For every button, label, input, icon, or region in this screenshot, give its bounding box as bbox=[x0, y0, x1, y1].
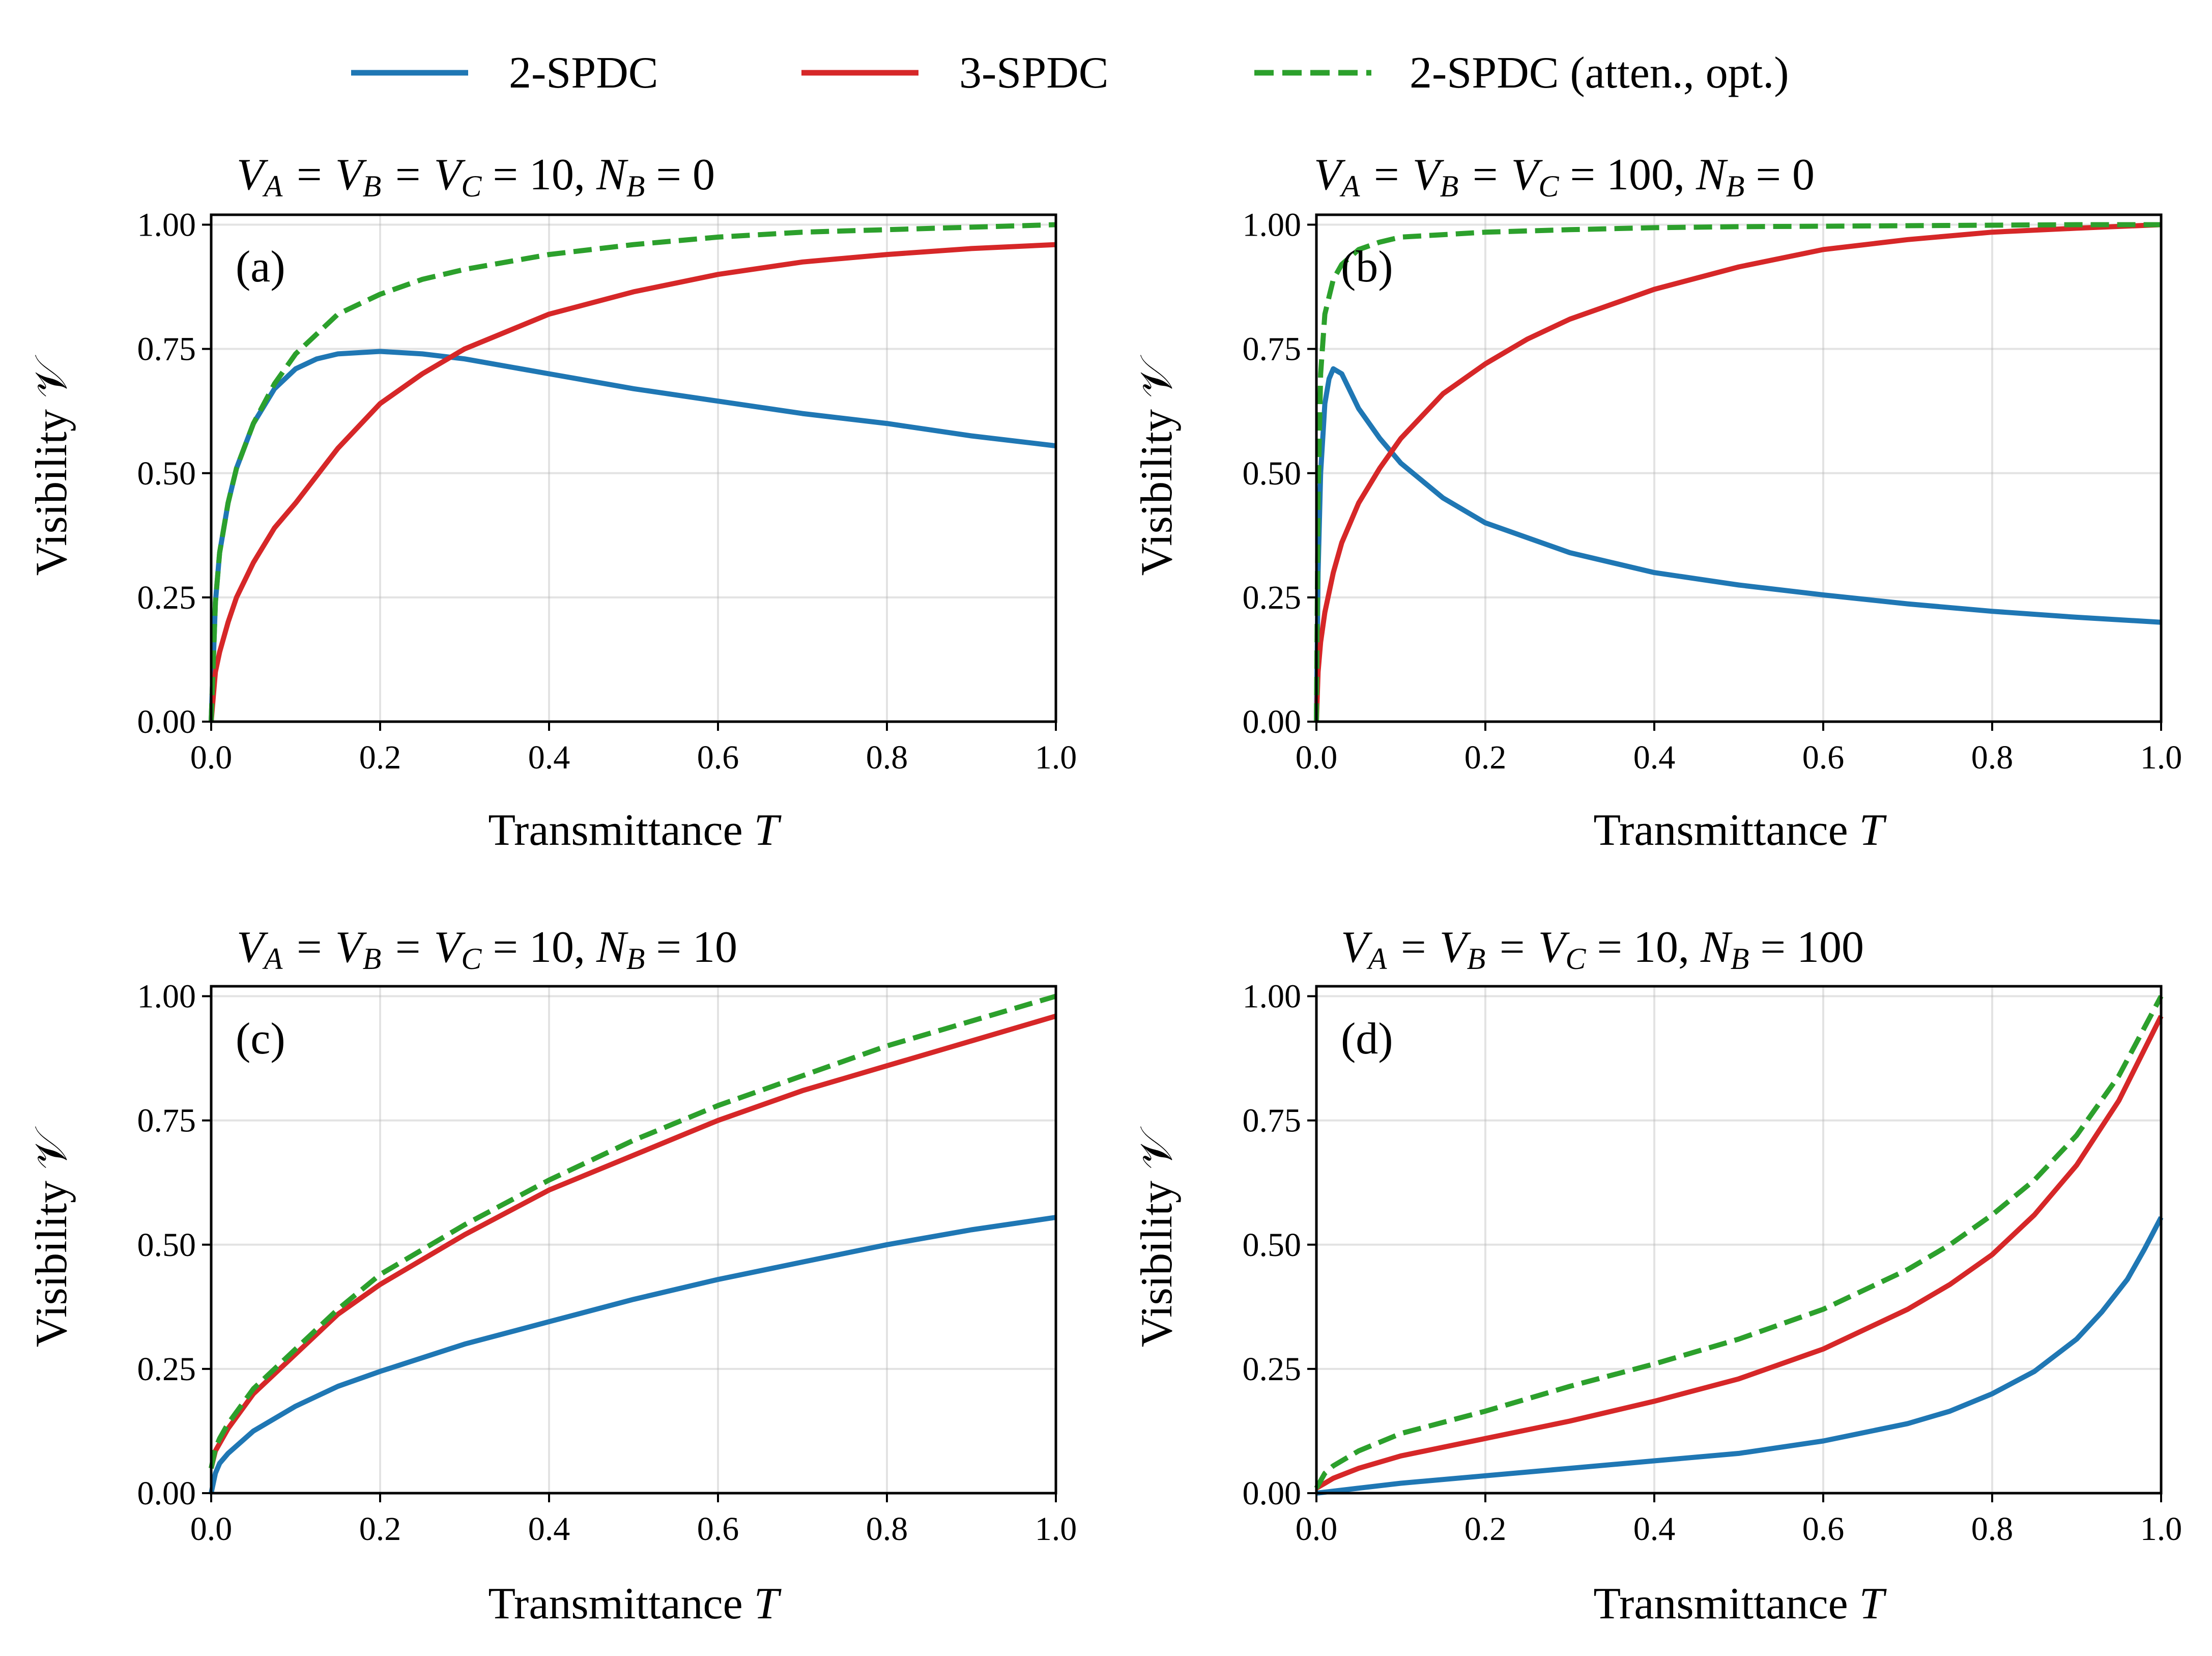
series-2-spdc-atten-opt bbox=[209, 222, 1056, 722]
panel-a-ticks: 0.0 0.2 0.4 0.6 0.8 1.0 0.00 0.25 0.50 0.75 1.00 bbox=[137, 207, 1077, 776]
y-tick-label: 0.25 bbox=[137, 1351, 196, 1388]
panel-b: VA = VB = VC = 100, NB = 0 0.0 0.2 0.4 0.6 0… bbox=[1132, 150, 2182, 855]
x-tick-label: 0.2 bbox=[1464, 1510, 1507, 1548]
y-tick-label: 0.25 bbox=[1243, 1351, 1302, 1388]
panel-a-frame bbox=[210, 213, 1057, 723]
x-tick-label: 0.6 bbox=[1802, 739, 1845, 776]
panel-b-label: (b) bbox=[1341, 242, 1393, 292]
panel-d-ticks: 0.0 0.2 0.4 0.6 0.8 1.0 0.00 0.25 0.50 0.75 1.00 bbox=[1243, 978, 2182, 1548]
panel-a: VA = VB = VC = 10, NB = 0 0.0 0.2 0.4 0.6 0.… bbox=[27, 150, 1077, 855]
series-3-spdc bbox=[209, 242, 1056, 722]
panel-a-series bbox=[209, 222, 1056, 722]
series-2-spdc-atten-opt bbox=[1314, 995, 2164, 1490]
y-tick-label: 0.00 bbox=[1243, 1475, 1302, 1512]
x-tick-label: 1.0 bbox=[1035, 1510, 1077, 1548]
x-tick-label: 0.8 bbox=[866, 739, 908, 776]
legend-label-2spdc-atten: 2-SPDC (atten., opt.) bbox=[1410, 48, 1789, 98]
x-tick-label: 0.0 bbox=[190, 1510, 233, 1548]
series-2-spdc-atten-opt bbox=[209, 993, 1057, 1469]
panel-b-grid bbox=[1315, 215, 2162, 723]
y-tick-label: 0.75 bbox=[137, 1102, 196, 1139]
panel-d: VA = VB = VC = 10, NB = 100 0.0 0.2 0.4 0.6… bbox=[1132, 923, 2182, 1629]
panel-d-xlabel: Transmittance T bbox=[1593, 1579, 1887, 1629]
panel-d-frame bbox=[1315, 985, 2163, 1495]
panel-d-grid bbox=[1315, 986, 2162, 1494]
panel-c-frame bbox=[210, 985, 1057, 1495]
y-tick-label: 1.00 bbox=[137, 207, 196, 244]
series-2-spdc bbox=[209, 349, 1056, 722]
panel-c-ticks: 0.0 0.2 0.4 0.6 0.8 1.0 0.00 0.25 0.50 0.75 1.00 bbox=[137, 978, 1077, 1548]
panel-c-label: (c) bbox=[236, 1014, 285, 1064]
y-tick-label: 1.00 bbox=[1243, 978, 1302, 1015]
series-2-spdc-atten-opt bbox=[1314, 222, 2161, 722]
panel-c: VA = VB = VC = 10, NB = 10 0.0 0.2 0.4 0.6 0… bbox=[27, 923, 1077, 1629]
series-3-spdc bbox=[1314, 222, 2162, 722]
panel-b-title: VA = VB = VC = 100, NB = 0 bbox=[1314, 150, 1815, 203]
x-tick-label: 0.0 bbox=[1296, 739, 1338, 776]
x-tick-label: 0.0 bbox=[1296, 1510, 1338, 1548]
panel-a-xlabel: Transmittance T bbox=[488, 806, 782, 855]
x-tick-label: 1.0 bbox=[2140, 1510, 2182, 1548]
x-tick-label: 0.2 bbox=[359, 739, 401, 776]
series-3-spdc bbox=[1315, 1015, 2164, 1491]
x-tick-label: 0.4 bbox=[1633, 739, 1676, 776]
y-tick-label: 0.50 bbox=[137, 455, 196, 492]
panel-c-title: VA = VB = VC = 10, NB = 10 bbox=[237, 923, 737, 976]
panel-c-series bbox=[209, 993, 1057, 1494]
panel-d-title: VA = VB = VC = 10, NB = 100 bbox=[1341, 923, 1864, 976]
panel-b-ticks: 0.0 0.2 0.4 0.6 0.8 1.0 0.00 0.25 0.50 0.75 1.00 bbox=[1243, 207, 2182, 776]
y-tick-label: 1.00 bbox=[137, 978, 196, 1015]
y-tick-label: 0.00 bbox=[137, 1475, 196, 1512]
panel-d-ylabel: Visibility 𝒱 bbox=[1132, 1126, 1182, 1347]
panel-b-ylabel: Visibility 𝒱 bbox=[1132, 355, 1182, 576]
series-2-spdc bbox=[1316, 1216, 2164, 1496]
panel-b-frame bbox=[1315, 213, 2163, 723]
panel-b-xlabel: Transmittance T bbox=[1593, 806, 1887, 855]
y-tick-label: 0.75 bbox=[137, 331, 196, 368]
y-tick-label: 0.75 bbox=[1243, 1102, 1302, 1139]
x-tick-label: 0.8 bbox=[1971, 1510, 2014, 1548]
panel-b-series bbox=[1314, 222, 2162, 722]
legend-label-2spdc: 2-SPDC bbox=[509, 48, 658, 98]
series-2-spdc bbox=[209, 1215, 1056, 1494]
x-tick-label: 0.2 bbox=[1464, 739, 1507, 776]
x-tick-label: 0.4 bbox=[1633, 1510, 1676, 1548]
x-tick-label: 0.6 bbox=[1802, 1510, 1845, 1548]
x-tick-label: 1.0 bbox=[1035, 739, 1077, 776]
y-tick-label: 0.50 bbox=[1243, 1226, 1302, 1264]
panel-d-series bbox=[1314, 995, 2164, 1496]
y-tick-label: 0.50 bbox=[137, 1226, 196, 1264]
panel-a-grid bbox=[210, 215, 1057, 723]
x-tick-label: 0.4 bbox=[528, 1510, 570, 1548]
y-tick-label: 0.50 bbox=[1243, 455, 1302, 492]
y-tick-label: 1.00 bbox=[1243, 207, 1302, 244]
y-tick-label: 0.25 bbox=[1243, 579, 1302, 616]
x-tick-label: 0.4 bbox=[528, 739, 570, 776]
panel-d-label: (d) bbox=[1341, 1014, 1393, 1064]
x-tick-label: 1.0 bbox=[2140, 739, 2182, 776]
legend-label-3spdc: 3-SPDC bbox=[959, 48, 1108, 98]
panel-c-ylabel: Visibility 𝒱 bbox=[27, 1126, 76, 1347]
panel-c-xlabel: Transmittance T bbox=[488, 1579, 782, 1629]
y-tick-label: 0.25 bbox=[137, 579, 196, 616]
x-tick-label: 0.2 bbox=[359, 1510, 401, 1548]
legend: 2-SPDC 3-SPDC 2-SPDC (atten., opt.) bbox=[351, 48, 1789, 98]
x-tick-label: 0.0 bbox=[190, 739, 233, 776]
panel-a-ylabel: Visibility 𝒱 bbox=[27, 355, 76, 576]
series-2-spdc bbox=[1314, 366, 2162, 722]
x-tick-label: 0.8 bbox=[1971, 739, 2014, 776]
x-tick-label: 0.8 bbox=[866, 1510, 908, 1548]
series-3-spdc bbox=[209, 1013, 1057, 1469]
x-tick-label: 0.6 bbox=[697, 739, 739, 776]
panel-a-title: VA = VB = VC = 10, NB = 0 bbox=[237, 150, 715, 203]
y-tick-label: 0.75 bbox=[1243, 331, 1302, 368]
panel-a-label: (a) bbox=[236, 242, 285, 292]
y-tick-label: 0.00 bbox=[137, 703, 196, 740]
x-tick-label: 0.6 bbox=[697, 1510, 739, 1548]
y-tick-label: 0.00 bbox=[1243, 703, 1302, 740]
